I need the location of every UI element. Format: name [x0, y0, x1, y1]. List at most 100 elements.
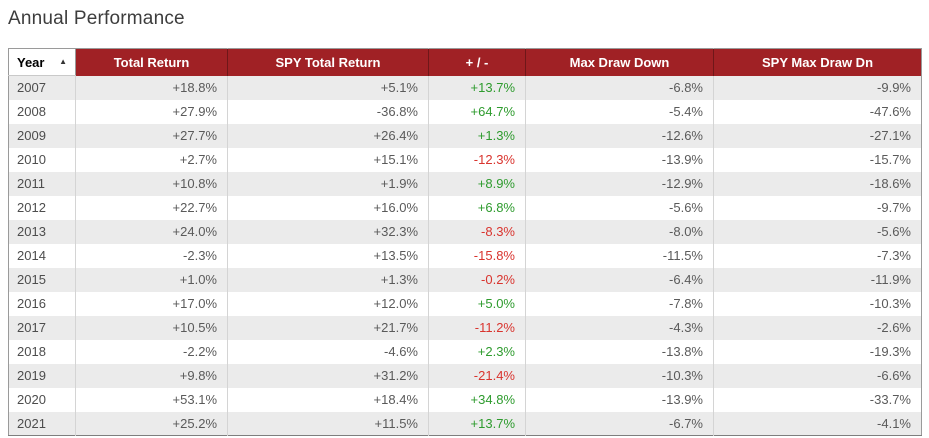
- cell-max-draw-down: -12.6%: [525, 123, 714, 148]
- cell-total-return: +2.7%: [75, 147, 228, 172]
- column-header-plus-minus[interactable]: + / -: [428, 48, 526, 76]
- column-header-max-draw-down[interactable]: Max Draw Down: [525, 48, 714, 76]
- cell-total-return: +18.8%: [75, 75, 228, 100]
- cell-spy-max-draw-dn: -47.6%: [713, 99, 922, 124]
- cell-spy-max-draw-dn: -9.9%: [713, 75, 922, 100]
- cell-spy-max-draw-dn: -27.1%: [713, 123, 922, 148]
- cell-max-draw-down: -6.8%: [525, 75, 714, 100]
- cell-year: 2016: [17, 296, 46, 311]
- cell-max-draw-down: -7.8%: [525, 291, 714, 316]
- cell-spy-total-return: +16.0%: [227, 195, 429, 220]
- cell-plus-minus: +13.7%: [428, 75, 526, 100]
- page-title: Annual Performance: [8, 8, 185, 29]
- cell-total-return: +53.1%: [75, 387, 228, 412]
- cell-total-return: -2.3%: [75, 243, 228, 268]
- cell-plus-minus: -0.2%: [428, 267, 526, 292]
- header-row: Year ▲ Total Return SPY Total Return + /…: [8, 48, 922, 76]
- column-header-spy-total-return[interactable]: SPY Total Return: [227, 48, 429, 76]
- cell-plus-minus: -15.8%: [428, 243, 526, 268]
- cell-total-return: +1.0%: [75, 267, 228, 292]
- cell-total-return: +27.9%: [75, 99, 228, 124]
- cell-spy-max-draw-dn: -2.6%: [713, 315, 922, 340]
- cell-plus-minus: +64.7%: [428, 99, 526, 124]
- cell-max-draw-down: -13.8%: [525, 339, 714, 364]
- cell-max-draw-down: -13.9%: [525, 387, 714, 412]
- cell-spy-total-return: +31.2%: [227, 363, 429, 388]
- column-header-year[interactable]: Year ▲: [8, 48, 76, 76]
- table-row: 2015 +1.0% +1.3% -0.2% -6.4% -11.9%: [8, 267, 922, 292]
- cell-year: 2009: [17, 128, 46, 143]
- cell-spy-total-return: +13.5%: [227, 243, 429, 268]
- cell-year: 2017: [17, 320, 46, 335]
- cell-year: 2015: [17, 272, 46, 287]
- column-header-spy-max-draw-dn[interactable]: SPY Max Draw Dn: [713, 48, 922, 76]
- cell-year: 2010: [17, 152, 46, 167]
- cell-plus-minus: +34.8%: [428, 387, 526, 412]
- cell-spy-max-draw-dn: -15.7%: [713, 147, 922, 172]
- cell-plus-minus: -11.2%: [428, 315, 526, 340]
- cell-max-draw-down: -5.6%: [525, 195, 714, 220]
- cell-spy-total-return: +15.1%: [227, 147, 429, 172]
- cell-max-draw-down: -5.4%: [525, 99, 714, 124]
- cell-spy-max-draw-dn: -11.9%: [713, 267, 922, 292]
- cell-year: 2021: [17, 415, 46, 431]
- cell-year: 2011: [17, 176, 45, 191]
- cell-spy-total-return: +1.9%: [227, 171, 429, 196]
- cell-year: 2013: [17, 224, 46, 239]
- table-row: 2016 +17.0% +12.0% +5.0% -7.8% -10.3%: [8, 291, 922, 316]
- table-body: 2007 +18.8% +5.1% +13.7% -6.8% -9.9% 2008 +27.9…: [8, 75, 922, 436]
- cell-total-return: +10.8%: [75, 171, 228, 196]
- cell-spy-max-draw-dn: -9.7%: [713, 195, 922, 220]
- table-header: Year ▲ Total Return SPY Total Return + /…: [8, 48, 922, 76]
- table-row: 2017 +10.5% +21.7% -11.2% -4.3% -2.6%: [8, 315, 922, 340]
- cell-total-return: +17.0%: [75, 291, 228, 316]
- cell-plus-minus: +2.3%: [428, 339, 526, 364]
- cell-max-draw-down: -11.5%: [525, 243, 714, 268]
- cell-total-return: +24.0%: [75, 219, 228, 244]
- cell-year: 2007: [17, 80, 46, 96]
- cell-total-return: +10.5%: [75, 315, 228, 340]
- cell-spy-total-return: +26.4%: [227, 123, 429, 148]
- cell-spy-max-draw-dn: -5.6%: [713, 219, 922, 244]
- cell-plus-minus: +5.0%: [428, 291, 526, 316]
- cell-spy-total-return: +5.1%: [227, 75, 429, 100]
- cell-max-draw-down: -12.9%: [525, 171, 714, 196]
- cell-total-return: +9.8%: [75, 363, 228, 388]
- table-row: 2007 +18.8% +5.1% +13.7% -6.8% -9.9%: [8, 75, 922, 100]
- cell-spy-total-return: +12.0%: [227, 291, 429, 316]
- cell-spy-total-return: +18.4%: [227, 387, 429, 412]
- table-row: 2008 +27.9% -36.8% +64.7% -5.4% -47.6%: [8, 99, 922, 124]
- cell-spy-total-return: -36.8%: [227, 99, 429, 124]
- cell-spy-total-return: -4.6%: [227, 339, 429, 364]
- cell-year: 2014: [17, 248, 46, 263]
- table-row: 2020 +53.1% +18.4% +34.8% -13.9% -33.7%: [8, 387, 922, 412]
- annual-performance-table: Year ▲ Total Return SPY Total Return + /…: [8, 48, 922, 436]
- cell-plus-minus: +8.9%: [428, 171, 526, 196]
- cell-plus-minus: -12.3%: [428, 147, 526, 172]
- table-row: 2010 +2.7% +15.1% -12.3% -13.9% -15.7%: [8, 147, 922, 172]
- cell-max-draw-down: -13.9%: [525, 147, 714, 172]
- cell-year: 2012: [17, 200, 46, 215]
- cell-spy-total-return: +21.7%: [227, 315, 429, 340]
- cell-max-draw-down: -6.4%: [525, 267, 714, 292]
- cell-spy-max-draw-dn: -19.3%: [713, 339, 922, 364]
- cell-year: 2019: [17, 368, 46, 383]
- cell-max-draw-down: -4.3%: [525, 315, 714, 340]
- cell-max-draw-down: -10.3%: [525, 363, 714, 388]
- cell-plus-minus: -21.4%: [428, 363, 526, 388]
- cell-spy-max-draw-dn: -6.6%: [713, 363, 922, 388]
- cell-max-draw-down: -8.0%: [525, 219, 714, 244]
- cell-max-draw-down: -6.7%: [525, 411, 714, 436]
- table-row: 2014 -2.3% +13.5% -15.8% -11.5% -7.3%: [8, 243, 922, 268]
- column-header-total-return[interactable]: Total Return: [75, 48, 228, 76]
- cell-spy-total-return: +11.5%: [227, 411, 429, 436]
- cell-spy-max-draw-dn: -10.3%: [713, 291, 922, 316]
- table-row: 2013 +24.0% +32.3% -8.3% -8.0% -5.6%: [8, 219, 922, 244]
- cell-spy-max-draw-dn: -33.7%: [713, 387, 922, 412]
- cell-spy-max-draw-dn: -18.6%: [713, 171, 922, 196]
- table-row: 2019 +9.8% +31.2% -21.4% -10.3% -6.6%: [8, 363, 922, 388]
- cell-year: 2018: [17, 344, 46, 359]
- cell-spy-total-return: +1.3%: [227, 267, 429, 292]
- cell-plus-minus: +13.7%: [428, 411, 526, 436]
